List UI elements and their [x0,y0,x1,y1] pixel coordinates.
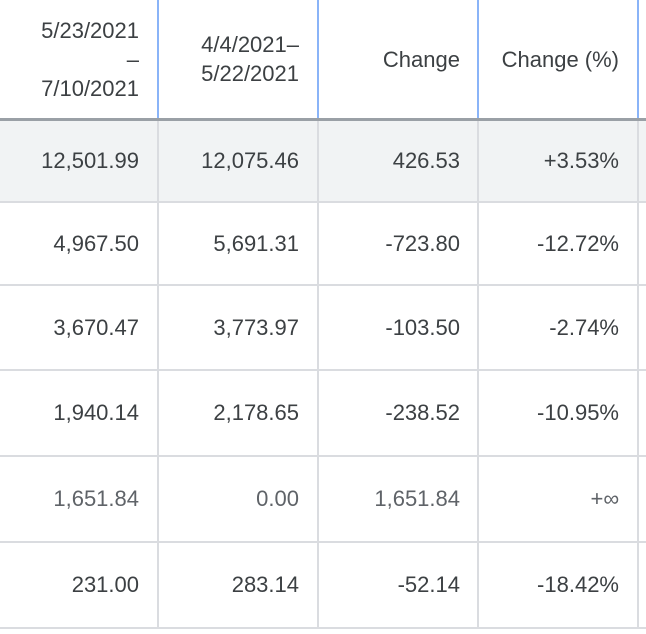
change-value: -52.14 [319,543,479,627]
table-row[interactable]: 1,651.84 0.00 1,651.84 +∞ [0,457,646,543]
column-header-current-period[interactable]: 5/23/2021 – 7/10/2021 [0,0,159,118]
overflow-cell [639,543,646,627]
table-row[interactable]: 12,501.99 12,075.46 426.53 +3.53% [0,121,646,203]
previous-period-value: 5,691.31 [159,203,319,284]
previous-period-value: 283.14 [159,543,319,627]
column-header-change[interactable]: Change [319,0,479,118]
previous-period-value: 3,773.97 [159,286,319,369]
column-header-overflow [639,0,646,118]
previous-period-value: 2,178.65 [159,371,319,455]
column-header-previous-period[interactable]: 4/4/2021– 5/22/2021 [159,0,319,118]
previous-period-value: 0.00 [159,457,319,541]
current-period-value: 231.00 [0,543,159,627]
change-value: -103.50 [319,286,479,369]
change-value: 426.53 [319,121,479,201]
overflow-cell [639,203,646,284]
current-period-value: 1,940.14 [0,371,159,455]
change-value: -238.52 [319,371,479,455]
overflow-cell [639,286,646,369]
current-period-value: 4,967.50 [0,203,159,284]
change-percent-value: -18.42% [479,543,639,627]
change-value: -723.80 [319,203,479,284]
table-row[interactable]: 3,670.47 3,773.97 -103.50 -2.74% [0,286,646,371]
table-header: 5/23/2021 – 7/10/2021 4/4/2021– 5/22/202… [0,0,646,121]
change-percent-value: +3.53% [479,121,639,201]
table-row[interactable]: 4,967.50 5,691.31 -723.80 -12.72% [0,203,646,286]
current-period-value: 3,670.47 [0,286,159,369]
change-percent-value: +∞ [479,457,639,541]
current-period-value: 1,651.84 [0,457,159,541]
overflow-cell [639,457,646,541]
overflow-cell [639,121,646,201]
change-percent-value: -10.95% [479,371,639,455]
column-header-change-percent[interactable]: Change (%) [479,0,639,118]
change-percent-value: -2.74% [479,286,639,369]
table-row[interactable]: 1,940.14 2,178.65 -238.52 -10.95% [0,371,646,457]
table-row[interactable]: 231.00 283.14 -52.14 -18.42% [0,543,646,629]
current-period-value: 12,501.99 [0,121,159,201]
change-value: 1,651.84 [319,457,479,541]
previous-period-value: 12,075.46 [159,121,319,201]
change-percent-value: -12.72% [479,203,639,284]
overflow-cell [639,371,646,455]
